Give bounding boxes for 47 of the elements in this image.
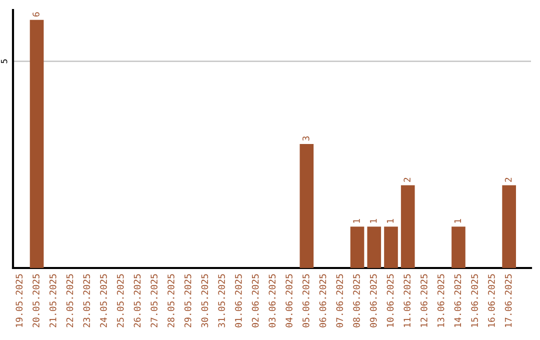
data-label: 1 [454, 219, 461, 223]
data-label: 3 [302, 136, 310, 141]
x-tick-label: 16.06.2025 [488, 274, 495, 327]
x-tick-label: 02.06.2025 [252, 274, 259, 328]
x-tick-label: 09.06.2025 [370, 274, 377, 328]
x-tick-label: 07.06.2025 [336, 274, 344, 328]
x-tick-label: 25.05.2025 [116, 274, 124, 328]
bar [384, 226, 398, 268]
data-label: 6 [32, 12, 40, 17]
x-tick-label: 12.06.2025 [420, 274, 428, 327]
x-tick-label: 20.05.2025 [32, 274, 40, 328]
x-tick-label: 06.06.2025 [319, 274, 326, 328]
x-tick-label: 13.06.2025 [437, 274, 444, 327]
x-tick-label: 22.05.2025 [66, 274, 74, 328]
x-tick-label: 27.05.2025 [150, 274, 158, 328]
x-tick-label: 04.06.2025 [286, 274, 292, 328]
x-tick-label: 29.05.2025 [184, 274, 192, 328]
bar [452, 226, 466, 268]
x-tick-label: 23.05.2025 [83, 274, 90, 328]
x-tick-label: 10.06.2025 [386, 274, 394, 327]
x-tick-label: 11.06.2025 [404, 274, 411, 327]
x-tick-label: 19.05.2025 [16, 274, 23, 327]
bar [30, 20, 44, 268]
bar [367, 226, 382, 268]
x-tick-label: 28.05.2025 [168, 274, 174, 328]
data-label: 2 [504, 178, 512, 182]
x-tick-label: 17.06.2025 [504, 274, 512, 327]
x-tick-label: 31.05.2025 [218, 274, 225, 328]
x-tick-label: 03.06.2025 [268, 274, 276, 328]
x-tick-label: 14.06.2025 [454, 274, 462, 327]
x-tick-label: 05.06.2025 [302, 274, 310, 328]
bar [300, 144, 314, 268]
x-tick-label: 15.06.2025 [471, 274, 478, 327]
bar [400, 185, 415, 268]
x-tick-label: 30.05.2025 [201, 274, 208, 328]
x-tick-label: 24.05.2025 [100, 274, 107, 328]
data-label: 1 [353, 219, 360, 223]
x-tick-label: 01.06.2025 [235, 274, 242, 328]
data-label: 2 [404, 178, 410, 182]
data-label: 1 [386, 219, 394, 223]
x-tick-label: 08.06.2025 [353, 274, 360, 328]
y-tick-label: 5 [1, 59, 8, 64]
x-tick-label: 26.05.2025 [134, 274, 141, 328]
bar [502, 185, 516, 268]
bar [350, 226, 364, 268]
data-label: 1 [370, 219, 377, 223]
x-tick-label: 21.05.2025 [49, 274, 56, 328]
